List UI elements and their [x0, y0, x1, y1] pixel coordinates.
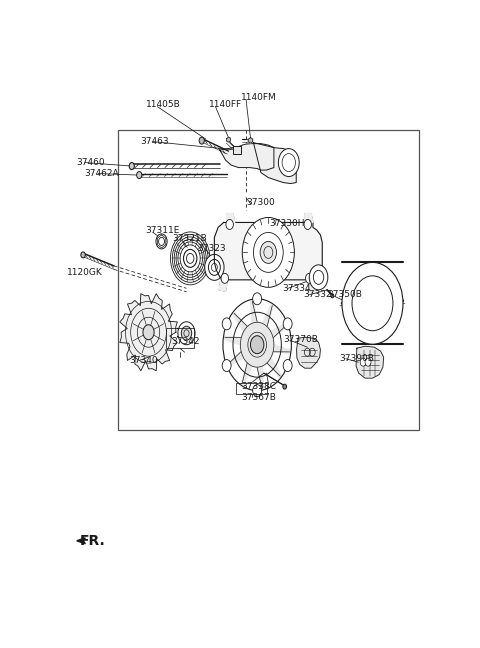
Polygon shape — [305, 213, 313, 222]
Polygon shape — [220, 144, 274, 170]
Text: 37390B: 37390B — [340, 354, 374, 363]
Polygon shape — [219, 280, 228, 292]
Circle shape — [222, 360, 231, 371]
Circle shape — [304, 220, 312, 229]
Circle shape — [178, 322, 195, 345]
Text: 37462A: 37462A — [84, 169, 119, 178]
Circle shape — [360, 358, 366, 366]
Polygon shape — [356, 346, 384, 378]
Text: 37311E: 37311E — [145, 226, 179, 235]
Circle shape — [81, 252, 85, 258]
Circle shape — [137, 172, 142, 179]
Polygon shape — [253, 143, 296, 183]
Text: 1140FF: 1140FF — [209, 100, 242, 110]
Text: 37321B: 37321B — [173, 235, 207, 244]
Circle shape — [365, 358, 371, 366]
Circle shape — [309, 265, 328, 290]
Circle shape — [204, 255, 224, 281]
Polygon shape — [248, 137, 252, 143]
Bar — [118, 130, 419, 430]
Bar — [236, 382, 267, 393]
Polygon shape — [120, 294, 177, 371]
Bar — [166, 329, 194, 348]
Circle shape — [252, 385, 262, 397]
Circle shape — [342, 262, 403, 344]
Text: 1140FM: 1140FM — [241, 93, 276, 102]
Circle shape — [181, 326, 192, 340]
Text: 37463: 37463 — [140, 137, 168, 146]
Text: 37350B: 37350B — [327, 290, 362, 299]
Circle shape — [283, 384, 287, 389]
Polygon shape — [307, 280, 315, 292]
Circle shape — [251, 336, 264, 354]
Circle shape — [252, 293, 262, 305]
Circle shape — [242, 218, 294, 287]
Circle shape — [221, 273, 228, 283]
Text: 11405B: 11405B — [145, 100, 180, 110]
Text: 37367B: 37367B — [241, 393, 276, 402]
Text: 37342: 37342 — [171, 337, 199, 346]
Circle shape — [305, 273, 313, 283]
Circle shape — [183, 249, 197, 268]
Polygon shape — [225, 301, 290, 388]
Circle shape — [143, 325, 154, 340]
Text: 1120GK: 1120GK — [67, 268, 103, 277]
Polygon shape — [297, 337, 321, 368]
Circle shape — [283, 360, 292, 371]
Circle shape — [222, 318, 231, 330]
Text: 37460: 37460 — [76, 158, 105, 167]
Circle shape — [283, 318, 292, 330]
Circle shape — [260, 242, 276, 263]
Polygon shape — [77, 538, 85, 544]
Polygon shape — [227, 213, 235, 222]
Polygon shape — [215, 222, 322, 280]
Text: FR.: FR. — [79, 534, 105, 548]
Text: 37300: 37300 — [246, 198, 275, 207]
Circle shape — [352, 276, 393, 330]
Text: 37330H: 37330H — [269, 220, 305, 229]
Bar — [233, 146, 241, 154]
Text: 37323: 37323 — [198, 244, 226, 253]
Polygon shape — [227, 137, 230, 142]
Circle shape — [278, 148, 299, 176]
Circle shape — [156, 234, 167, 249]
Text: 37334: 37334 — [282, 284, 311, 293]
Text: 37370B: 37370B — [283, 335, 318, 343]
Text: 37338C: 37338C — [241, 382, 276, 391]
Text: 37340: 37340 — [129, 356, 158, 365]
Circle shape — [129, 163, 134, 170]
Text: 37332: 37332 — [303, 290, 332, 299]
Circle shape — [226, 220, 233, 229]
Circle shape — [331, 294, 334, 298]
Circle shape — [199, 137, 204, 144]
